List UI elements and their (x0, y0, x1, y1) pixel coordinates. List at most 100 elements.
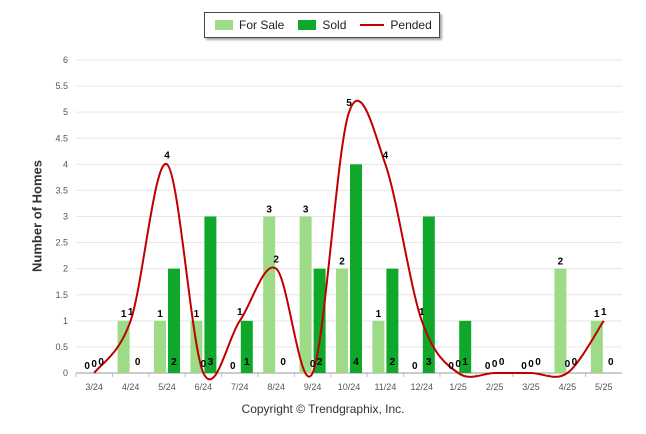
label-for-sale: 0 (521, 361, 527, 372)
bar-for-sale (554, 268, 567, 373)
x-tick-label: 9/24 (304, 382, 322, 392)
label-for-sale: 2 (558, 257, 564, 268)
label-for-sale: 0 (412, 361, 418, 372)
label-for-sale: 1 (594, 309, 600, 320)
label-sold: 0 (98, 357, 104, 368)
x-tick-label: 4/25 (559, 382, 577, 392)
y-tick-label: 0 (63, 368, 68, 378)
legend-item-for-sale[interactable]: For Sale (215, 18, 284, 32)
label-sold: 0 (280, 357, 286, 368)
y-tick-label: 5.5 (55, 81, 68, 91)
x-tick-label: 5/24 (158, 382, 176, 392)
label-for-sale: 0 (448, 361, 454, 372)
label-for-sale: 1 (194, 309, 200, 320)
bar-for-sale (336, 268, 348, 373)
y-tick-label: 4.5 (55, 133, 68, 143)
label-pended: 1 (601, 307, 607, 318)
bar-for-sale (154, 320, 166, 373)
x-tick-label: 7/24 (231, 382, 249, 392)
bar-sold (313, 268, 326, 373)
bar-for-sale (590, 320, 603, 373)
label-for-sale: 2 (339, 257, 345, 268)
label-sold: 0 (608, 357, 614, 368)
label-sold: 0 (572, 357, 578, 368)
bar-for-sale (299, 216, 312, 373)
sold-swatch (298, 20, 317, 30)
legend-label-sold: Sold (322, 18, 347, 32)
label-pended: 4 (164, 150, 170, 161)
x-tick-label: 3/25 (522, 382, 540, 392)
label-pended: 4 (383, 150, 389, 161)
label-pended: 0 (91, 359, 97, 370)
label-for-sale: 0 (230, 361, 236, 372)
x-tick-label: 8/24 (267, 382, 285, 392)
bar-sold (386, 268, 399, 373)
bar-sold (350, 164, 362, 373)
bar-sold (459, 320, 472, 373)
label-pended: 2 (273, 255, 279, 266)
label-for-sale: 1 (376, 309, 382, 320)
bar-for-sale (117, 320, 130, 373)
label-sold: 4 (353, 357, 359, 368)
y-tick-label: 4 (63, 159, 68, 169)
bar-sold (168, 268, 180, 373)
label-for-sale: 0 (84, 361, 90, 372)
label-sold: 1 (462, 357, 468, 368)
label-pended: 0 (565, 359, 571, 370)
y-tick-label: 5 (63, 107, 68, 117)
x-tick-label: 11/24 (374, 382, 396, 392)
label-sold: 2 (390, 357, 396, 368)
label-pended: 0 (492, 359, 498, 370)
legend-label-pended: Pended (390, 18, 432, 32)
label-for-sale: 3 (303, 205, 309, 216)
y-tick-label: 6 (63, 55, 68, 65)
x-tick-label: 12/24 (411, 382, 434, 392)
label-sold: 3 (426, 357, 432, 368)
legend-label-for-sale: For Sale (239, 18, 285, 32)
chart-legend: For Sale Sold Pended (204, 12, 440, 38)
x-tick-label: 6/24 (195, 382, 213, 392)
y-tick-label: 3 (63, 212, 68, 222)
for-sale-swatch (215, 20, 233, 30)
y-tick-label: 1 (63, 316, 68, 326)
x-tick-label: 3/24 (85, 382, 103, 392)
label-pended: 0 (310, 359, 316, 370)
label-for-sale: 0 (485, 361, 491, 372)
label-sold: 1 (244, 357, 250, 368)
pended-line (93, 99, 605, 381)
x-tick-label: 4/24 (122, 382, 140, 392)
label-pended: 1 (237, 307, 243, 318)
label-sold: 0 (135, 357, 141, 368)
y-tick-label: 3.5 (55, 185, 68, 195)
label-pended: 0 (455, 359, 461, 370)
label-sold: 0 (499, 357, 505, 368)
label-sold: 3 (208, 357, 214, 368)
legend-item-pended[interactable]: Pended (360, 18, 432, 32)
label-pended: 0 (528, 359, 534, 370)
label-for-sale: 1 (157, 309, 163, 320)
x-tick-label: 10/24 (338, 382, 361, 392)
copyright-text: Copyright © Trendgraphix, Inc. (241, 402, 405, 416)
x-tick-label: 2/25 (486, 382, 504, 392)
label-pended: 1 (419, 307, 425, 318)
label-pended: 1 (128, 307, 134, 318)
x-tick-label: 5/25 (595, 382, 613, 392)
bar-for-sale (372, 320, 385, 373)
label-sold: 2 (171, 357, 177, 368)
label-pended: 5 (346, 98, 352, 109)
y-tick-label: 2 (63, 264, 68, 274)
bar-sold (240, 320, 253, 373)
label-sold: 2 (317, 357, 323, 368)
y-tick-label: 0.5 (55, 342, 68, 352)
pended-swatch (360, 24, 385, 26)
bar-for-sale (263, 216, 276, 373)
legend-item-sold[interactable]: Sold (298, 18, 346, 32)
label-for-sale: 1 (121, 309, 127, 320)
label-for-sale: 3 (266, 205, 272, 216)
x-tick-label: 1/25 (449, 382, 467, 392)
bar-sold (204, 216, 217, 373)
label-sold: 0 (535, 357, 541, 368)
y-tick-label: 2.5 (55, 238, 68, 248)
bar-sold (422, 216, 435, 373)
